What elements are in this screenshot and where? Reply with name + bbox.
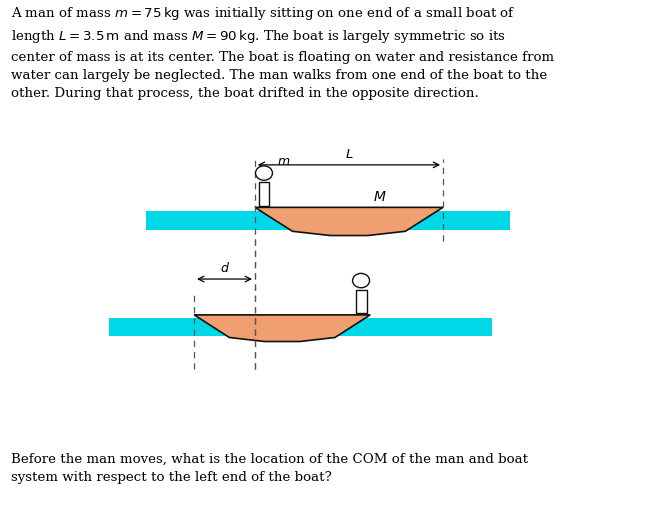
Text: Before the man moves, what is the location of the COM of the man and boat
system: Before the man moves, what is the locati… [11,453,528,484]
Polygon shape [194,315,370,342]
Text: $m$: $m$ [278,155,291,168]
Circle shape [353,273,370,288]
Text: $d$: $d$ [219,261,229,275]
Text: A man of mass $m = 75\,\mathrm{kg}$ was initially sitting on one end of a small : A man of mass $m = 75\,\mathrm{kg}$ was … [11,5,554,100]
Text: $L$: $L$ [345,148,353,161]
Polygon shape [255,207,443,236]
Text: $M$: $M$ [374,190,387,204]
Bar [146,211,510,230]
Bar [356,290,366,313]
Bar [109,318,492,336]
Circle shape [255,166,272,180]
Bar [259,182,270,206]
